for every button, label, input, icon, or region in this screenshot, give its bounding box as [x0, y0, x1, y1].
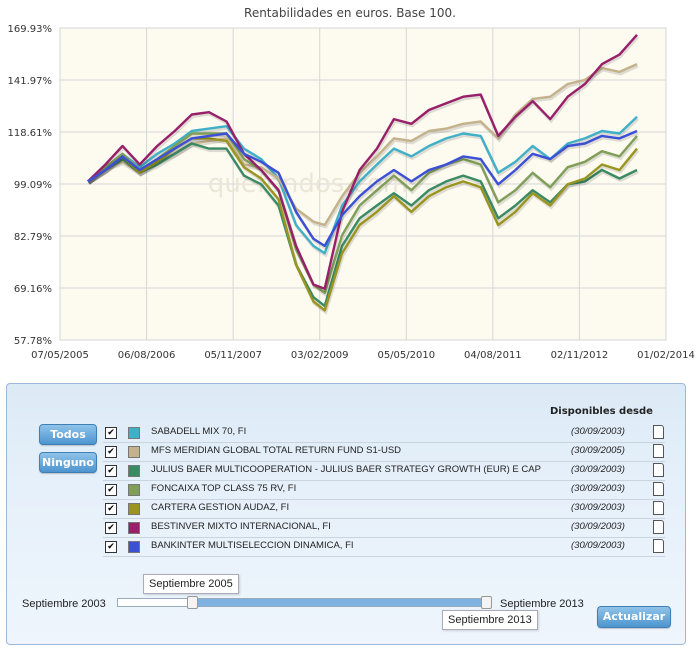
fund-available-date: (30/09/2003) — [571, 483, 625, 494]
fund-name: BESTINVER MIXTO INTERNACIONAL, FI — [151, 521, 331, 532]
x-axis-ticks: 07/05/2005 06/08/2006 05/11/2007 03/02/2009… — [31, 350, 695, 361]
ninguno-button[interactable]: Ninguno — [39, 452, 97, 473]
fund-checkbox[interactable]: ✔ — [105, 465, 117, 477]
y-tick-label: 99.09% — [14, 180, 52, 191]
slider-start-handle[interactable] — [187, 596, 199, 609]
document-icon[interactable] — [653, 501, 664, 515]
x-tick-label: 05/11/2007 — [204, 350, 262, 361]
y-tick-label: 82.79% — [14, 232, 52, 243]
fund-name: JULIUS BAER MULTICOOPERATION - JULIUS BA… — [151, 464, 541, 475]
fund-color-swatch — [128, 446, 140, 458]
slider-max-label: Septiembre 2013 — [500, 598, 584, 610]
slider-selected-range — [192, 599, 491, 606]
slider-end-handle[interactable] — [481, 596, 492, 609]
y-tick-label: 141.97% — [8, 76, 53, 87]
fund-row: ✔ BESTINVER MIXTO INTERNACIONAL, FI (30/09… — [103, 518, 665, 538]
fund-available-date: (30/09/2005) — [571, 445, 625, 456]
x-tick-label: 03/02/2009 — [291, 350, 349, 361]
fund-available-date: (30/09/2003) — [571, 540, 625, 551]
fund-name: CARTERA GESTION AUDAZ, FI — [151, 502, 290, 513]
series-lines — [87, 34, 640, 315]
y-tick-label: 169.93% — [8, 24, 53, 35]
fund-available-date: (30/09/2003) — [571, 464, 625, 475]
fund-name: BANKINTER MULTISELECCION DINAMICA, FI — [151, 540, 354, 551]
fund-checkbox[interactable]: ✔ — [105, 446, 117, 458]
fund-color-swatch — [128, 541, 140, 553]
slider-start-tooltip: Septiembre 2005 — [143, 574, 239, 594]
grid — [59, 27, 667, 341]
fund-color-swatch — [128, 427, 140, 439]
y-tick-label: 118.61% — [8, 128, 53, 139]
fund-available-date: (30/09/2003) — [571, 502, 625, 513]
fund-row: ✔ CARTERA GESTION AUDAZ, FI (30/09/2003) — [103, 499, 665, 519]
document-icon[interactable] — [653, 539, 664, 553]
fund-row: ✔ FONCAIXA TOP CLASS 75 RV, FI (30/09/2003… — [103, 480, 665, 500]
document-icon[interactable] — [653, 425, 664, 439]
document-icon[interactable] — [653, 520, 664, 534]
slider-min-label: Septiembre 2003 — [22, 598, 106, 610]
series-line-3 — [87, 132, 638, 295]
fund-checkbox[interactable]: ✔ — [105, 522, 117, 534]
fund-color-swatch — [128, 522, 140, 534]
series-line-6 — [87, 129, 638, 248]
document-icon[interactable] — [653, 463, 664, 477]
x-tick-label: 02/11/2012 — [551, 350, 609, 361]
fund-selection-panel: Todos Ninguno Disponibles desde ✔ SABADEL… — [6, 383, 686, 645]
fund-name: MFS MERIDIAN GLOBAL TOTAL RETURN FUND S1… — [151, 445, 402, 456]
series-line-5 — [87, 34, 638, 290]
y-tick-label: 57.78% — [14, 336, 52, 347]
chart: quefondos.com 57.78%69.16%82.79%99.09%11… — [8, 24, 695, 361]
available-since-header: Disponibles desde — [550, 406, 653, 417]
document-icon[interactable] — [653, 482, 664, 496]
actualizar-button[interactable]: Actualizar — [597, 606, 671, 628]
x-tick-label: 07/05/2005 — [31, 350, 89, 361]
fund-color-swatch — [128, 503, 140, 515]
series-line-0 — [87, 115, 638, 255]
fund-row: ✔ SABADELL MIX 70, FI (30/09/2003) — [103, 423, 665, 443]
todos-button[interactable]: Todos — [39, 424, 97, 445]
y-axis-ticks: 57.78% 69.16% 82.79% 99.09% 118.61% 141.97% 16… — [8, 24, 53, 347]
series-line-2 — [87, 142, 638, 308]
series-line-shadow — [88, 131, 639, 251]
y-tick-label: 69.16% — [14, 284, 52, 295]
document-icon[interactable] — [653, 444, 664, 458]
fund-available-date: (30/09/2003) — [571, 426, 625, 437]
fund-row: ✔ JULIUS BAER MULTICOOPERATION - JULIUS B… — [103, 461, 665, 481]
fund-available-date: (30/09/2003) — [571, 521, 625, 532]
chart-title: Rentabilidades en euros. Base 100. — [244, 6, 456, 20]
slider-end-tooltip: Septiembre 2013 — [442, 610, 538, 630]
x-tick-label: 01/02/2014 — [637, 350, 695, 361]
series-line-shadow — [87, 64, 639, 229]
x-tick-label: 06/08/2006 — [118, 350, 176, 361]
fund-color-swatch — [128, 484, 140, 496]
fund-name: SABADELL MIX 70, FI — [151, 426, 247, 437]
fund-checkbox[interactable]: ✔ — [105, 484, 117, 496]
fund-checkbox[interactable]: ✔ — [105, 541, 117, 553]
x-tick-label: 04/08/2011 — [464, 350, 522, 361]
fund-row: ✔ MFS MERIDIAN GLOBAL TOTAL RETURN FUND S… — [103, 442, 665, 462]
fund-name: FONCAIXA TOP CLASS 75 RV, FI — [151, 483, 297, 494]
fund-checkbox[interactable]: ✔ — [105, 427, 117, 439]
date-range-slider[interactable] — [117, 596, 492, 609]
fund-row: ✔ BANKINTER MULTISELECCION DINAMICA, FI (3… — [103, 537, 665, 557]
fund-checkbox[interactable]: ✔ — [105, 503, 117, 515]
x-tick-label: 05/05/2010 — [377, 350, 435, 361]
fund-color-swatch — [128, 465, 140, 477]
